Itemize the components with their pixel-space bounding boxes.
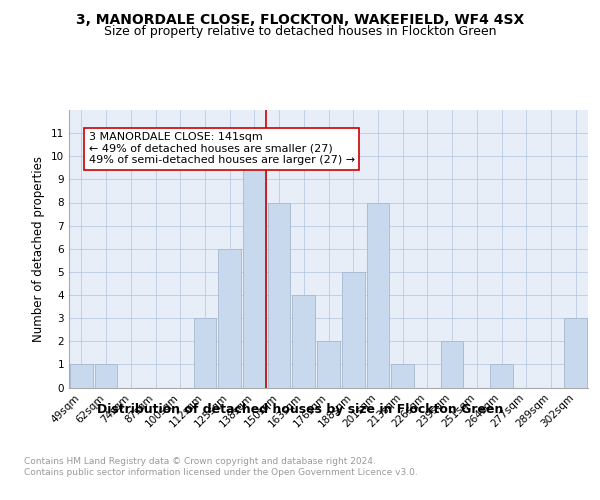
Bar <box>441 341 463 388</box>
Text: 3, MANORDALE CLOSE, FLOCKTON, WAKEFIELD, WF4 4SX: 3, MANORDALE CLOSE, FLOCKTON, WAKEFIELD,… <box>76 12 524 26</box>
Bar <box>243 156 266 388</box>
Text: Contains HM Land Registry data © Crown copyright and database right 2024.
Contai: Contains HM Land Registry data © Crown c… <box>24 458 418 477</box>
Bar <box>490 364 513 388</box>
Bar <box>194 318 216 388</box>
Bar <box>391 364 414 388</box>
Text: Size of property relative to detached houses in Flockton Green: Size of property relative to detached ho… <box>104 25 496 38</box>
Bar <box>292 295 315 388</box>
Bar <box>317 341 340 388</box>
Bar <box>268 202 290 388</box>
Bar <box>342 272 365 388</box>
Text: 3 MANORDALE CLOSE: 141sqm
← 49% of detached houses are smaller (27)
49% of semi-: 3 MANORDALE CLOSE: 141sqm ← 49% of detac… <box>89 132 355 165</box>
Bar <box>564 318 587 388</box>
Bar <box>70 364 93 388</box>
Text: Distribution of detached houses by size in Flockton Green: Distribution of detached houses by size … <box>97 402 503 415</box>
Bar <box>367 202 389 388</box>
Bar <box>218 248 241 388</box>
Bar <box>95 364 118 388</box>
Y-axis label: Number of detached properties: Number of detached properties <box>32 156 46 342</box>
